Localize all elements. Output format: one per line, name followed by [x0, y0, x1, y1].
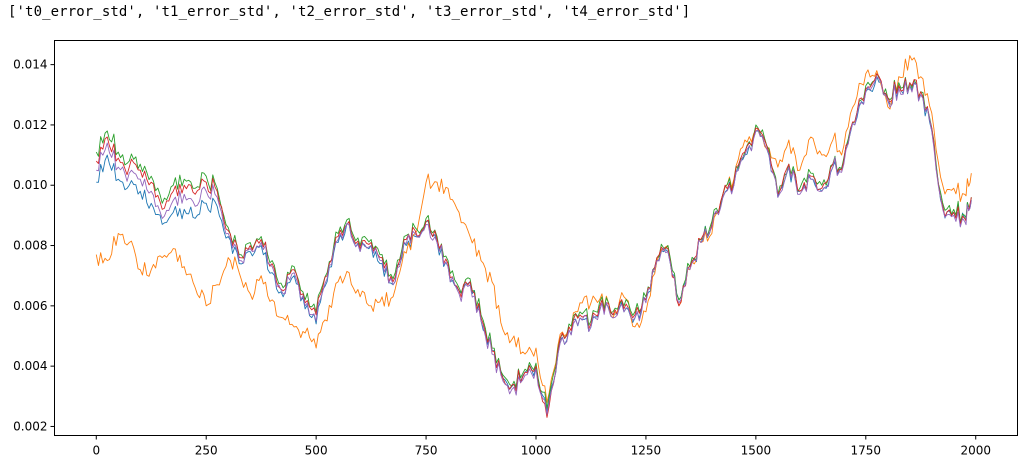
x-tick-label: 1750 [851, 444, 882, 458]
y-tick-label: 0.006 [13, 299, 47, 313]
x-tick-label: 1250 [631, 444, 662, 458]
series-layer [95, 55, 972, 418]
x-tick-label: 1000 [521, 444, 552, 458]
x-tick-label: 500 [305, 444, 328, 458]
y-tick-label: 0.012 [13, 118, 47, 132]
y-tick-label: 0.008 [13, 239, 47, 253]
x-tick-label: 1500 [741, 444, 772, 458]
y-tick-label: 0.004 [13, 359, 47, 373]
cell-output-text: ['t0_error_std', 't1_error_std', 't2_err… [8, 4, 691, 20]
series-line-0 [96, 76, 972, 412]
series-line-4 [96, 76, 972, 415]
x-tick-label: 250 [195, 444, 218, 458]
series-line-2 [95, 73, 972, 409]
y-tick-label: 0.010 [13, 178, 47, 192]
series-line-3 [95, 73, 972, 418]
y-tick-label: 0.002 [13, 419, 47, 433]
plot-frame [54, 40, 1018, 436]
x-axis: 0 250 500 750 1000 1250 1500 1750 2000 [92, 435, 991, 458]
x-tick-label: 0 [92, 444, 100, 458]
y-axis: 0.002 0.004 0.006 0.008 0.010 0.012 0.014 [13, 58, 55, 433]
x-tick-label: 750 [415, 444, 438, 458]
x-tick-label: 2000 [960, 444, 991, 458]
series-line-1 [95, 55, 972, 403]
y-tick-label: 0.014 [13, 58, 47, 72]
